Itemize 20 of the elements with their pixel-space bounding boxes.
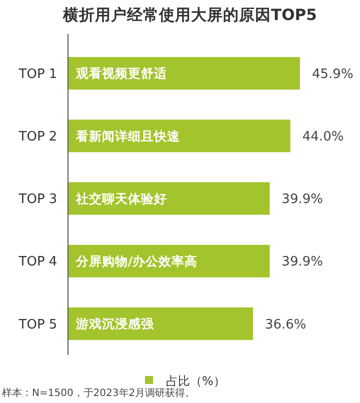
chart-title: 横折用户经常使用大屏的原因TOP5 (62, 6, 317, 24)
y-tick-label: TOP 4 (18, 254, 58, 270)
annotation: 分屏购物/办公效率高 (75, 253, 198, 268)
data-label: 36.6% (264, 317, 306, 332)
y-tick-label: TOP 1 (18, 66, 58, 82)
y-tick-label: TOP 3 (18, 192, 58, 208)
annotation: 看新闻详细且快速 (75, 128, 181, 144)
bar (68, 57, 300, 90)
annotation: 游戏沉浸感强 (75, 316, 155, 332)
data-label: 39.9% (282, 192, 323, 208)
y-tick-label: TOP 2 (18, 129, 58, 144)
annotation: 社交聊天体验好 (75, 190, 167, 206)
data-label: 45.9% (312, 66, 354, 82)
annotation: 观看视频更舒适 (75, 66, 167, 81)
legend-label: 占比（%） (166, 374, 226, 388)
bar (68, 182, 270, 215)
y-tick-label: TOP 5 (18, 317, 58, 332)
text: 样本：N=1500，于2023年2月调研获得。 (2, 387, 196, 399)
data-label: 39.9% (282, 254, 323, 270)
data-label: 44.0% (302, 129, 344, 144)
